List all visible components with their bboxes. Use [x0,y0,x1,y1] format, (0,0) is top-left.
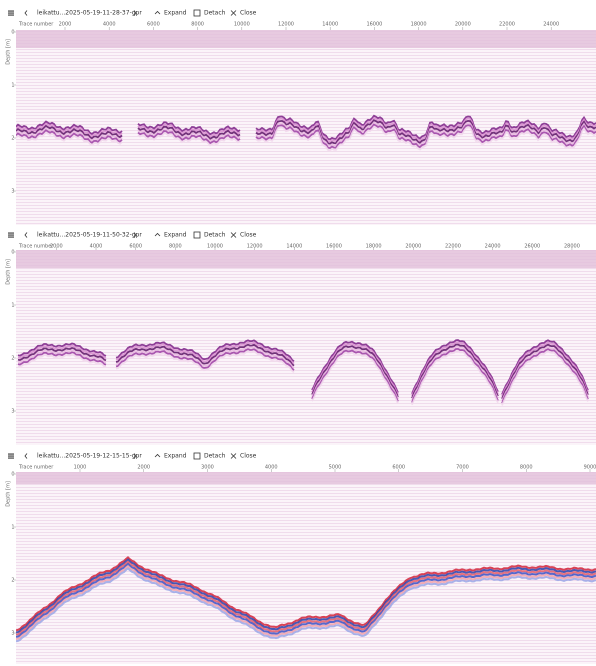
file-title: leikattu...2025-05-19-11-50-32-gpr [37,232,142,239]
panel: leikattu...2025-05-19-11-28-37-gpr Expand… [0,6,596,225]
menu-icon [8,454,14,455]
x-axis-label: Trace number [18,465,54,471]
y-axis-label: Depth [m] [6,39,12,65]
expand-button[interactable]: Expand [164,453,187,460]
menu-icon [8,13,14,14]
y-axis-label: Depth [m] [6,481,12,507]
x-axis-label: Trace number [18,22,54,28]
detach-button[interactable]: Detach [204,232,226,239]
expand-button[interactable]: Expand [164,10,187,17]
x-axis-label: Trace number [18,244,54,250]
surface-band [16,30,596,48]
y-tick-label: 2 [11,356,14,362]
panel: leikattu...2025-05-19-11-50-32-gpr Expand… [0,228,596,445]
menu-button[interactable] [8,11,14,16]
panel: leikattu...2025-05-19-12-15-15-gpr Expand… [0,449,596,664]
close-button[interactable]: Close [240,453,257,460]
x-tick-label: 22000 [499,22,515,28]
x-tick-label: 16000 [366,22,382,28]
detach-button[interactable]: Detach [204,453,226,460]
axis-header [16,242,596,250]
menu-button[interactable] [8,233,14,238]
x-tick-label: 14000 [322,22,338,28]
file-title: leikattu...2025-05-19-11-28-37-gpr [37,10,142,17]
x-tick-label: 6000 [147,22,160,28]
y-tick-label: 3 [11,409,14,415]
y-axis-label: Depth [m] [6,259,12,285]
y-tick-label: 0 [11,250,14,256]
x-tick-label: 18000 [411,22,427,28]
y-tick-label: 2 [11,136,14,142]
x-tick-label: 10000 [234,22,250,28]
menu-icon [8,235,14,236]
menu-icon [8,233,14,234]
y-tick-label: 3 [11,189,14,195]
y-tick-label: 0 [11,30,14,36]
menu-icon [8,15,14,16]
y-tick-label: 0 [11,472,14,478]
x-tick-label: 20000 [455,22,471,28]
x-tick-label: 8000 [191,22,204,28]
close-button[interactable]: Close [240,10,257,17]
detach-button[interactable]: Detach [204,10,226,17]
y-tick-label: 2 [11,578,14,584]
menu-icon [8,458,14,459]
file-title: leikattu...2025-05-19-12-15-15-gpr [37,453,142,460]
y-tick-label: 1 [11,525,14,531]
x-tick-label: 24000 [543,22,559,28]
menu-icon [8,11,14,12]
surface-band [16,472,596,484]
y-tick-label: 1 [11,303,14,309]
surface-band [16,250,596,268]
close-button[interactable]: Close [240,232,257,239]
x-tick-label: 12000 [278,22,294,28]
x-tick-label: 4000 [103,22,116,28]
menu-icon [8,237,14,238]
radargram [16,250,596,445]
menu-icon [8,456,14,457]
y-tick-label: 3 [11,631,14,637]
x-tick-label: 2000 [59,22,72,28]
y-tick-label: 1 [11,83,14,89]
axis-header [16,463,596,472]
gpr-viewer: leikattu...2025-05-19-11-28-37-gpr Expand… [0,0,596,666]
expand-button[interactable]: Expand [164,232,187,239]
menu-button[interactable] [8,454,14,459]
